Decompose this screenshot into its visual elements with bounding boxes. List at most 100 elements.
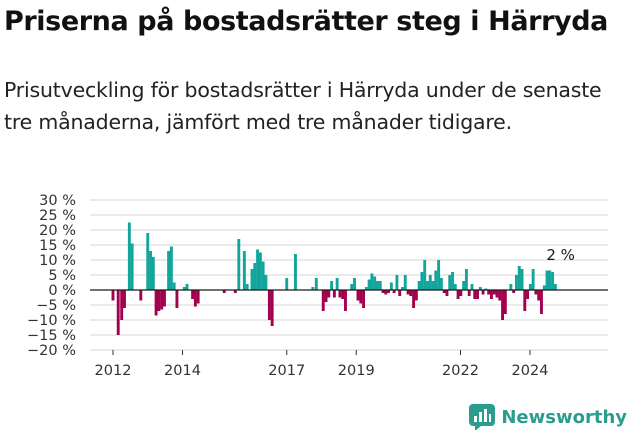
bar xyxy=(476,290,479,299)
y-tick-label: −5 % xyxy=(36,298,76,314)
axis-layer xyxy=(90,289,608,355)
labels-layer: 30 %25 %20 %15 %10 %5 %0 %−5 %−10 %−15 %… xyxy=(27,193,575,379)
bar xyxy=(222,290,226,293)
bar xyxy=(445,290,449,296)
bar xyxy=(467,290,471,296)
bar xyxy=(423,260,427,290)
bar xyxy=(261,261,265,290)
bar xyxy=(531,269,535,290)
bar xyxy=(378,281,382,290)
bar xyxy=(335,278,339,290)
bar xyxy=(478,287,482,290)
bar xyxy=(146,233,150,290)
bar xyxy=(517,266,521,290)
bar xyxy=(409,290,413,296)
bar xyxy=(509,284,513,290)
bar xyxy=(389,282,393,290)
bar xyxy=(149,251,152,290)
bar xyxy=(387,290,391,293)
bar xyxy=(442,290,446,293)
x-tick-label: 2014 xyxy=(164,363,201,379)
bar xyxy=(154,290,158,316)
bar xyxy=(398,290,402,296)
bar xyxy=(270,290,274,326)
bar xyxy=(267,290,271,320)
bar xyxy=(356,290,360,301)
bar xyxy=(344,290,347,311)
y-tick-label: −15 % xyxy=(27,328,76,344)
bar xyxy=(392,290,396,293)
y-tick-label: 0 % xyxy=(48,283,76,299)
x-tick-label: 2024 xyxy=(512,363,549,379)
bar xyxy=(367,279,371,290)
bar xyxy=(462,281,466,290)
bar xyxy=(376,281,379,290)
bar xyxy=(495,290,499,298)
bar xyxy=(548,270,552,290)
bar xyxy=(503,290,507,314)
bar xyxy=(437,260,441,290)
bar xyxy=(167,251,171,290)
bar xyxy=(520,269,524,290)
y-tick-label: 30 % xyxy=(39,193,76,209)
bar xyxy=(338,290,342,298)
bar xyxy=(324,290,328,302)
bar xyxy=(448,275,452,290)
bar xyxy=(120,290,124,320)
bar xyxy=(489,290,493,299)
bar xyxy=(406,290,410,295)
bar xyxy=(553,284,557,290)
bar xyxy=(545,270,549,290)
bar xyxy=(191,290,195,299)
bar xyxy=(426,281,429,290)
bar xyxy=(487,290,491,295)
y-tick-label: 25 % xyxy=(39,208,76,224)
bar xyxy=(245,284,249,290)
bar xyxy=(362,290,365,308)
bar xyxy=(431,281,435,290)
newsworthy-logo-icon xyxy=(469,404,496,430)
bar xyxy=(403,275,407,290)
bar xyxy=(327,290,331,298)
bars-layer xyxy=(111,222,557,335)
bar xyxy=(314,278,318,290)
bar xyxy=(123,290,126,308)
bar xyxy=(250,269,254,290)
bar xyxy=(484,288,488,290)
bar xyxy=(537,290,541,301)
bar xyxy=(359,290,363,304)
bar xyxy=(528,284,532,290)
bar xyxy=(492,290,496,295)
bar xyxy=(498,290,502,301)
bar xyxy=(515,275,518,290)
y-tick-label: 20 % xyxy=(39,223,76,239)
bar xyxy=(384,290,388,295)
newsworthy-logo: Newsworthy xyxy=(469,403,627,431)
y-tick-label: −20 % xyxy=(27,343,76,359)
bar xyxy=(434,270,438,290)
y-tick-label: 15 % xyxy=(39,238,76,254)
bar xyxy=(370,273,374,290)
bar xyxy=(526,290,530,299)
bar xyxy=(350,284,354,290)
bar xyxy=(470,284,474,290)
bar xyxy=(542,285,546,290)
bar xyxy=(381,290,385,293)
bar xyxy=(332,290,336,298)
bar xyxy=(551,272,555,290)
bar xyxy=(481,290,485,295)
bar xyxy=(182,287,186,290)
bar xyxy=(193,290,197,307)
bar xyxy=(330,281,334,290)
bar xyxy=(464,269,468,290)
bar xyxy=(341,290,345,299)
bar xyxy=(451,272,454,290)
bar xyxy=(311,287,315,290)
bar xyxy=(453,284,457,290)
bar xyxy=(162,290,166,307)
bar xyxy=(293,254,297,290)
bar xyxy=(116,290,120,335)
bar xyxy=(151,257,155,290)
bar xyxy=(540,290,543,314)
